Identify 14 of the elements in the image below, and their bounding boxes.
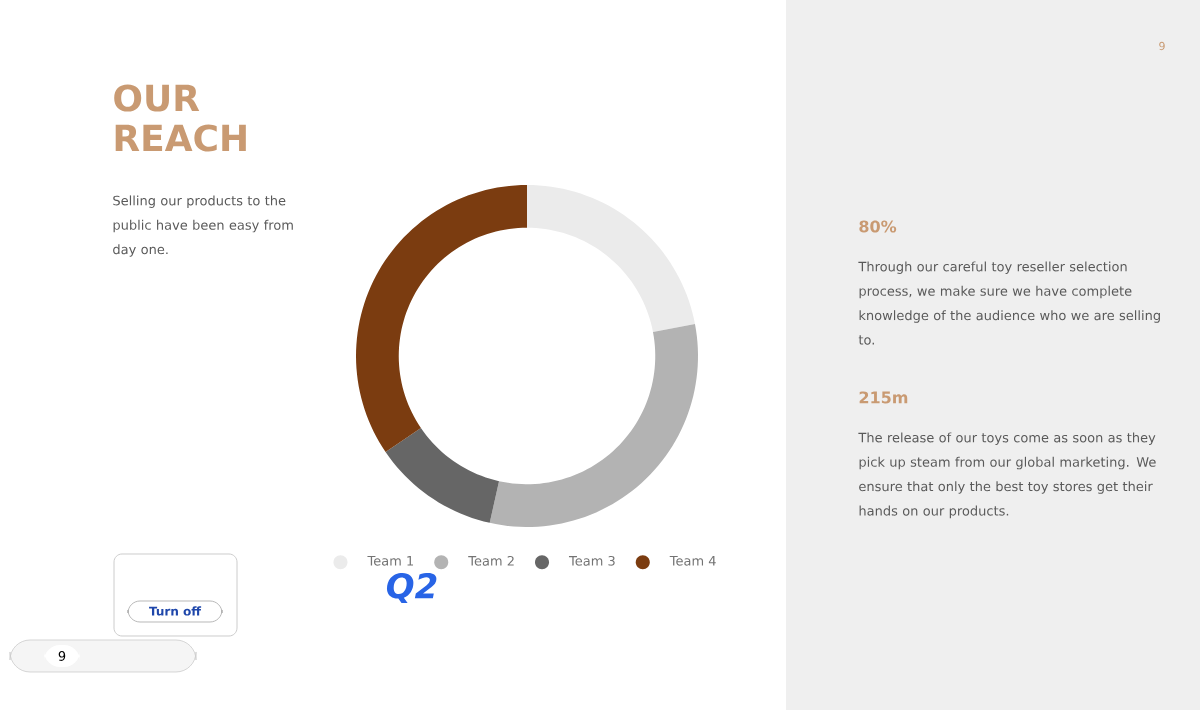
text: Turn off	[149, 606, 202, 616]
text: 215m	[859, 391, 908, 404]
legend-label: Team 2	[468, 555, 514, 566]
chart-title: OUR REACH	[114, 84, 246, 152]
text: Q2	[386, 572, 437, 604]
legend-label: Team 4	[669, 556, 716, 566]
legend-label: Team 3	[568, 555, 615, 566]
legend-label: Team 1	[367, 556, 414, 566]
text: Through our careful toy reseller selection process, we make sure we have complete knowledge of the audience who we are selling to.	[858, 261, 1160, 345]
text: 9	[1159, 41, 1165, 51]
text: Selling our products to the public have been easy from day one.	[113, 195, 293, 257]
text: The release of our toys come as soon as they pick up steam from our global marketing. We ensure that only the best toy stores get their hands on our products.	[858, 432, 1156, 519]
text: 9	[58, 651, 66, 661]
text: 80%	[859, 220, 897, 233]
